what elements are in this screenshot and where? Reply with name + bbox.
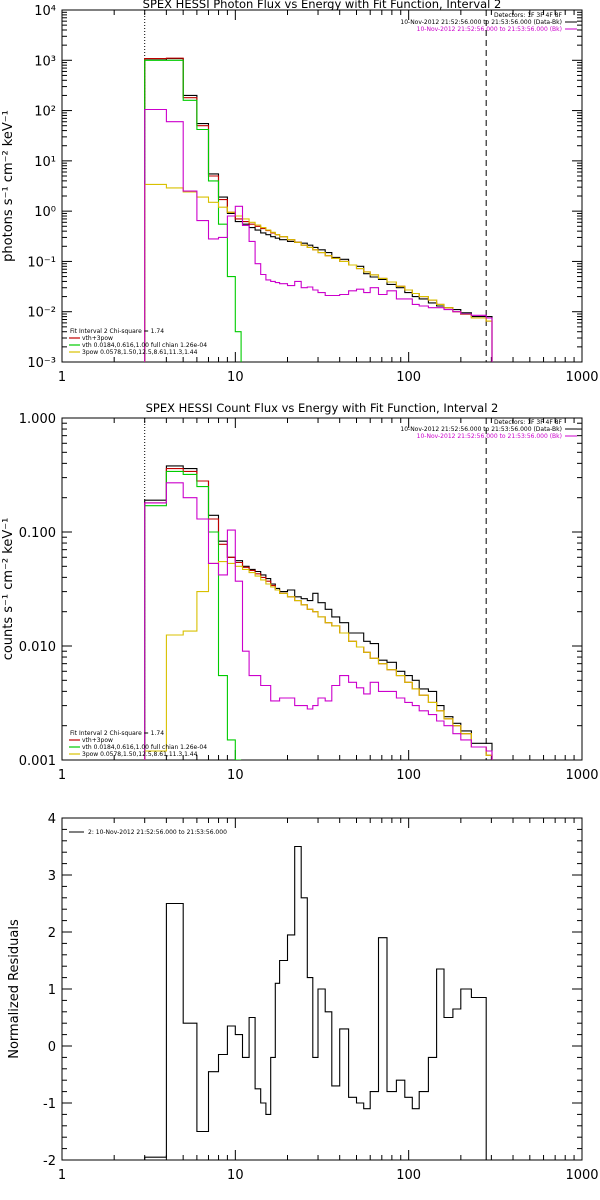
y-tick-label: 0.010	[19, 640, 56, 655]
y-tick-label: 10⁻³	[27, 356, 56, 371]
plot-frame	[61, 417, 583, 761]
y-tick-label: 4	[48, 812, 56, 827]
x-tick-label: 10	[227, 1168, 244, 1183]
series-residuals-line	[144, 845, 492, 1160]
y-tick-label: 0	[48, 1040, 56, 1055]
fit-legend-text: vth+3pow	[82, 335, 113, 342]
panel-1: 1 10 100 1000 10⁻³ 10⁻² 10⁻¹ 10⁰ 10¹ 10² 10³ 10⁴ SPE…	[1, 0, 599, 385]
series-background-line	[144, 482, 493, 760]
x-tick-label: 1000	[565, 1168, 598, 1183]
y-tick-label: 10¹	[34, 155, 56, 170]
chart-title: SPEX HESSI Count Flux vs Energy with Fit…	[146, 401, 499, 415]
y-axis-label: photons s⁻¹ cm⁻² keV⁻¹	[1, 110, 16, 262]
y-axis-label: counts s⁻¹ cm⁻² keV⁻¹	[1, 518, 16, 661]
header-text: 10-Nov-2012 21:52:56.000 to 21:53:56.000…	[400, 19, 562, 26]
fit-legend-text: Fit Interval 2 Chi-square = 1.74	[70, 730, 164, 737]
series-group	[144, 57, 493, 362]
y-tick-label: 3	[48, 869, 56, 884]
y-tick-label: 0.001	[19, 754, 56, 769]
panel-2: 1 10 100 1000 0.001 0.010 0.100 1.000 SPEX HESSI…	[1, 401, 599, 783]
x-tick-label: 100	[396, 1168, 421, 1183]
y-tick-label: 10³	[34, 54, 56, 69]
fit-legend-text: 3pow 0.0578,1.50,12.5,8.61,11.3,1.44	[82, 751, 198, 758]
fit-legend-text: vth+3pow	[82, 737, 113, 744]
series-background-line	[144, 108, 493, 362]
x-tick-label: 10	[227, 370, 244, 385]
header-text: 10-Nov-2012 21:52:56.000 to 21:53:56.000…	[417, 433, 562, 440]
x-tick-label: 10	[227, 768, 244, 783]
x-tick-label: 1000	[565, 370, 598, 385]
fit-legend-text: vth 0.0184,0.616,1.00 full chian 1.26e-0…	[82, 342, 207, 349]
y-tick-label: -2	[43, 1154, 56, 1169]
series-fit-thermal-line	[144, 470, 242, 760]
series-group	[144, 465, 493, 760]
y-axis-label: Normalized Residuals	[7, 919, 22, 1059]
header-text: Detectors: 1F 3F 4F 8F	[494, 419, 563, 426]
fit-legend-text: 3pow 0.0578,1.50,12.5,8.61,11.3,1.44	[82, 349, 198, 356]
x-tick-label: 1	[58, 768, 66, 783]
y-tick-label: -1	[43, 1097, 56, 1112]
y-tick-label: 10⁻¹	[27, 255, 56, 270]
y-tick-label: 0.100	[19, 526, 56, 541]
chart-title: SPEX HESSI Photon Flux vs Energy with Fi…	[143, 0, 502, 11]
y-tick-label: 10⁰	[34, 205, 56, 220]
header-text: 10-Nov-2012 21:52:56.000 to 21:53:56.000…	[417, 26, 562, 33]
y-tick-label: 1.000	[19, 412, 56, 427]
y-tick-label: 10⁴	[34, 4, 56, 19]
legend-text: 2: 10-Nov-2012 21:52:56.000 to 21:53:56.…	[88, 829, 227, 836]
y-tick-label: 2	[48, 926, 56, 941]
x-tick-label: 1	[58, 370, 66, 385]
series-fit-thermal-line	[144, 59, 242, 362]
header-text: 10-Nov-2012 21:52:56.000 to 21:53:56.000…	[400, 426, 562, 433]
series-fit-powerlaw-line	[144, 561, 493, 760]
series-group	[144, 845, 492, 1160]
x-tick-label: 1	[58, 1168, 66, 1183]
y-tick-label: 1	[48, 983, 56, 998]
fit-legend-text: Fit Interval 2 Chi-square = 1.74	[70, 328, 164, 335]
x-tick-label: 100	[396, 768, 421, 783]
y-tick-label: 10⁻²	[27, 306, 56, 321]
x-tick-label: 100	[396, 370, 421, 385]
x-tick-label: 1000	[565, 768, 598, 783]
panel-3: 1 10 100 1000 -2 -1 0 1 2 3 4 Normalized Residuals 2…	[7, 812, 599, 1183]
header-text: Detectors: 1F 3F 4F 8F	[494, 12, 563, 19]
y-tick-label: 10²	[34, 105, 56, 120]
plot-frame	[61, 9, 583, 363]
fit-legend-text: vth 0.0184,0.616,1.00 full chian 1.26e-0…	[82, 744, 207, 751]
